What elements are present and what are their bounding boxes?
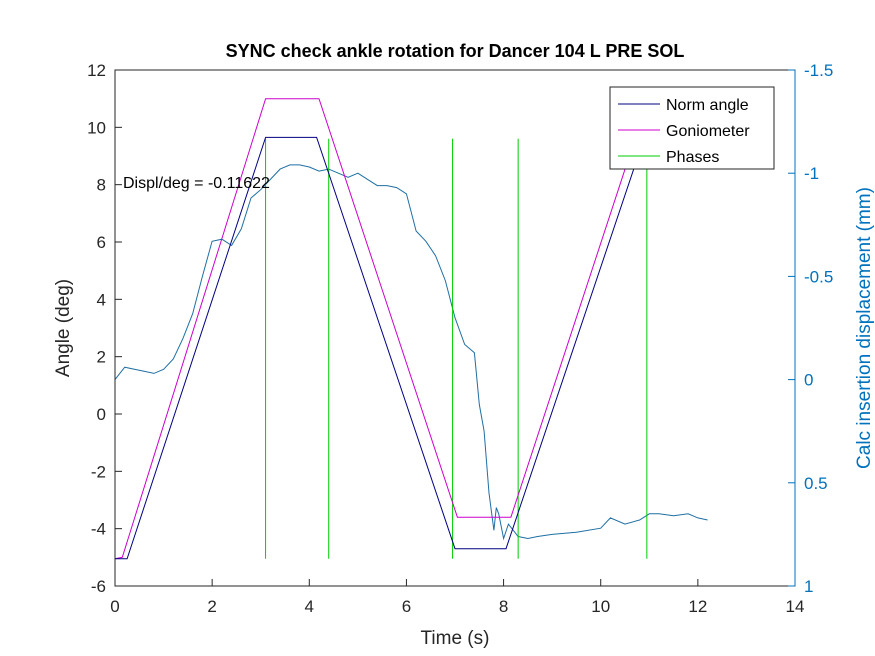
y-tick-label: 0 (97, 405, 106, 424)
y-tick-label: -6 (91, 577, 106, 596)
y2-tick-label: -0.5 (804, 267, 833, 286)
y2-tick-label: -1.5 (804, 61, 833, 80)
legend-box (609, 86, 775, 170)
y-tick-label: 2 (97, 348, 106, 367)
y-axis-left: -6 -4 -2 0 2 4 6 8 10 12 (87, 61, 122, 596)
chart-title: SYNC check ankle rotation for Dancer 104… (226, 41, 685, 61)
y-tick-label: 12 (87, 61, 106, 80)
y-tick-label: 10 (87, 118, 106, 137)
legend-label-goniometer: Goniometer (666, 123, 750, 140)
y-tick-label: -2 (91, 462, 106, 481)
y-axis-label: Angle (deg) (53, 279, 74, 377)
y-tick-label: 6 (97, 233, 106, 252)
series-line-goniometer (114, 98, 645, 560)
x-tick-label: 6 (402, 597, 411, 616)
legend-label-phases: Phases (666, 149, 719, 166)
y2-axis-label: Calc insertion displacement (mm) (854, 187, 875, 469)
series-group (114, 98, 708, 560)
x-tick-label: 14 (786, 597, 805, 616)
x-tick-label: 10 (591, 597, 610, 616)
y-tick-label: -4 (91, 520, 106, 539)
y2-tick-label: -1 (804, 164, 819, 183)
x-tick-label: 2 (207, 597, 216, 616)
legend-label-norm-angle: Norm angle (666, 97, 749, 114)
series-line-norm-angle (115, 136, 645, 560)
x-axis: 0 2 4 6 8 10 12 14 (110, 579, 804, 616)
x-tick-label: 4 (305, 597, 314, 616)
y2-tick-label: 1 (804, 577, 813, 596)
y-tick-label: 4 (97, 290, 106, 309)
legend: Norm angle Goniometer Phases (609, 86, 775, 170)
series-line-calc-displacement (114, 164, 708, 541)
x-tick-label: 8 (499, 597, 508, 616)
x-tick-label: 12 (688, 597, 707, 616)
y-tick-label: 8 (97, 176, 106, 195)
x-axis-label: Time (s) (421, 628, 490, 649)
y-axis-right: 1 0.5 0 -0.5 -1 -1.5 (788, 61, 833, 596)
x-tick-label: 0 (110, 597, 119, 616)
y2-tick-label: 0.5 (804, 474, 828, 493)
displacement-ratio-annotation: Displ/deg = -0.11622 (123, 175, 270, 192)
y2-tick-label: 0 (804, 371, 813, 390)
